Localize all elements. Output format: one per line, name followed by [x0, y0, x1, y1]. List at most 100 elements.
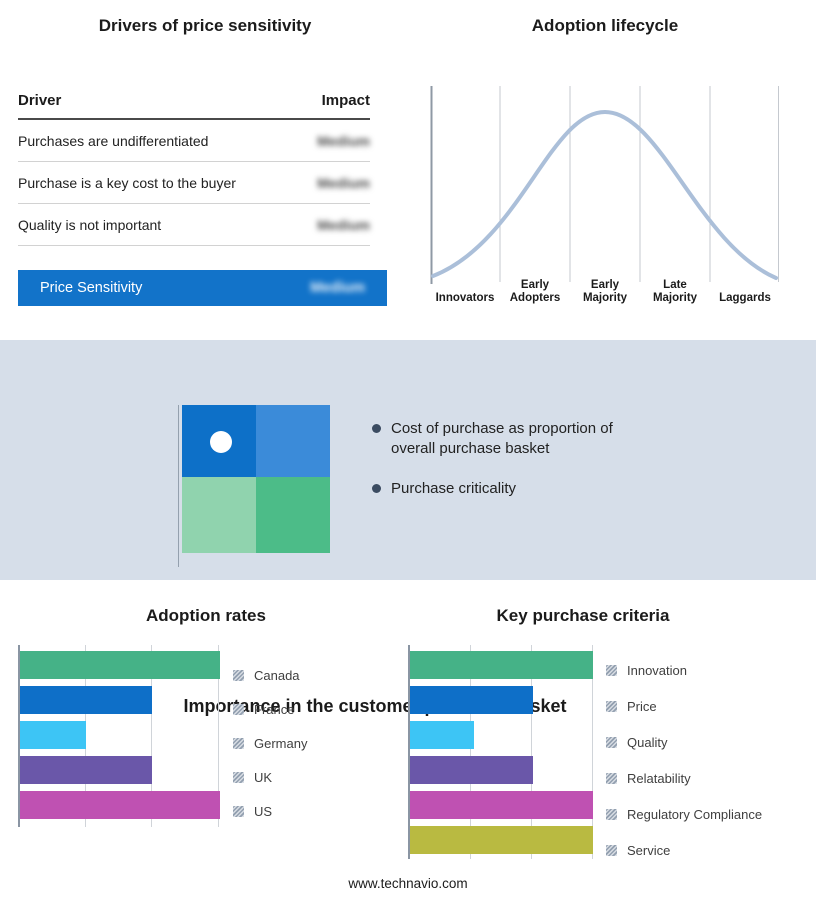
y-axis-line	[408, 645, 410, 859]
stage-label: Laggards	[719, 292, 771, 305]
legend-label: UK	[254, 770, 273, 785]
adoption-rates-legend: Canada France Germany UK US	[233, 668, 307, 838]
bullet-icon	[372, 424, 381, 433]
stage-label: Innovators	[435, 292, 495, 305]
bar-price	[410, 686, 533, 714]
impact-column-header: Impact	[321, 92, 370, 109]
drivers-panel-title: Drivers of price sensitivity	[98, 16, 312, 35]
legend-label: Regulatory Compliance	[627, 807, 763, 822]
purchase-basket-band: Importance in the customer purchase bask…	[0, 340, 816, 716]
legend-swatch-icon	[606, 845, 617, 856]
impact-cell-redacted: Medium	[317, 217, 370, 233]
legend-item: Regulatory Compliance	[606, 807, 762, 822]
bar-group	[20, 651, 220, 826]
bar-germany	[20, 721, 86, 749]
quadrant-bottom-right	[256, 477, 330, 553]
driver-cell: Purchases are undifferentiated	[18, 133, 209, 149]
adoption-lifecycle-chart	[430, 86, 779, 284]
legend-item: UK	[233, 770, 307, 785]
bar-canada	[20, 651, 220, 679]
adoption-rates-title: Adoption rates	[146, 606, 266, 625]
quadrant-bottom-left	[182, 477, 256, 553]
bar-us	[20, 791, 220, 819]
table-row: Purchases are undifferentiated Medium	[18, 120, 370, 162]
gridline	[470, 645, 471, 859]
bullet-text: Cost of purchase as proportion of overal…	[391, 420, 613, 457]
legend-item: US	[233, 804, 307, 819]
legend-swatch-icon	[233, 806, 244, 817]
stage-label: Late Majority	[652, 278, 698, 305]
legend-item: Germany	[233, 736, 307, 751]
purchase-basket-quadrant	[182, 405, 330, 553]
legend-label: Canada	[254, 668, 300, 683]
driver-cell: Purchase is a key cost to the buyer	[18, 175, 236, 191]
legend-item: Relatability	[606, 771, 762, 786]
bar-regulatory-compliance	[410, 791, 593, 819]
stage-label: Early Adopters	[509, 278, 561, 305]
price-sensitivity-label: Price Sensitivity	[40, 280, 143, 296]
stage-label: Early Majority	[582, 278, 628, 305]
legend-item: Innovation	[606, 663, 762, 678]
bullet-icon	[372, 484, 381, 493]
gridline	[151, 645, 152, 827]
gridline	[592, 645, 593, 859]
key-purchase-criteria-legend: Innovation Price Quality Relatability Re…	[606, 663, 762, 879]
list-item: Cost of purchase as proportion of overal…	[372, 419, 642, 458]
price-sensitivity-summary-bar: Price Sensitivity Medium	[18, 270, 387, 306]
legend-item: Service	[606, 843, 762, 858]
legend-label: US	[254, 804, 273, 819]
list-item: Purchase criticality	[372, 479, 642, 499]
bar-relatability	[410, 756, 533, 784]
legend-item: Price	[606, 699, 762, 714]
bar-innovation	[410, 651, 593, 679]
y-axis-line	[18, 645, 20, 827]
key-purchase-criteria-title: Key purchase criteria	[496, 606, 670, 625]
legend-label: Service	[627, 843, 671, 858]
legend-swatch-icon	[233, 704, 244, 715]
lifecycle-panel-title: Adoption lifecycle	[531, 16, 679, 35]
driver-cell: Quality is not important	[18, 217, 162, 233]
key-purchase-criteria-chart	[408, 645, 593, 859]
legend-item: France	[233, 702, 307, 717]
legend-swatch-icon	[606, 809, 617, 820]
legend-swatch-icon	[606, 773, 617, 784]
bar-quality	[410, 721, 475, 749]
legend-label: Innovation	[627, 663, 687, 678]
impact-cell-redacted: Medium	[317, 175, 370, 191]
basket-bullet-list: Cost of purchase as proportion of overal…	[372, 419, 642, 520]
legend-swatch-icon	[606, 737, 617, 748]
legend-swatch-icon	[233, 670, 244, 681]
legend-item: Canada	[233, 668, 307, 683]
bar-service	[410, 826, 593, 854]
legend-swatch-icon	[606, 701, 617, 712]
table-row: Purchase is a key cost to the buyer Medi…	[18, 162, 370, 204]
legend-swatch-icon	[233, 772, 244, 783]
legend-item: Quality	[606, 735, 762, 750]
adoption-rates-chart	[18, 645, 220, 827]
lifecycle-stage-labels: Innovators Early Adopters Early Majority…	[430, 274, 780, 306]
bar-uk	[20, 756, 152, 784]
driver-column-header: Driver	[18, 92, 62, 109]
legend-swatch-icon	[233, 738, 244, 749]
website-footer: www.technavio.com	[348, 876, 468, 891]
table-row: Quality is not important Medium	[18, 204, 370, 246]
legend-label: Germany	[254, 736, 308, 751]
bullet-text: Purchase criticality	[391, 480, 517, 497]
legend-label: France	[254, 702, 295, 717]
drivers-table-header: Driver Impact	[18, 92, 370, 120]
bar-france	[20, 686, 152, 714]
position-marker-dot	[210, 431, 232, 453]
bar-group	[410, 651, 593, 861]
gridline	[531, 645, 532, 859]
quadrant-top-left	[182, 405, 256, 477]
impact-cell-redacted: Medium	[317, 133, 370, 149]
drivers-table: Driver Impact Purchases are undifferenti…	[18, 92, 370, 246]
price-sensitivity-value-redacted: Medium	[310, 280, 365, 296]
quadrant-top-right	[256, 405, 330, 477]
legend-label: Price	[627, 699, 657, 714]
legend-swatch-icon	[606, 665, 617, 676]
gridline	[218, 645, 219, 827]
bell-curve-line	[431, 109, 778, 280]
legend-label: Relatability	[627, 771, 691, 786]
